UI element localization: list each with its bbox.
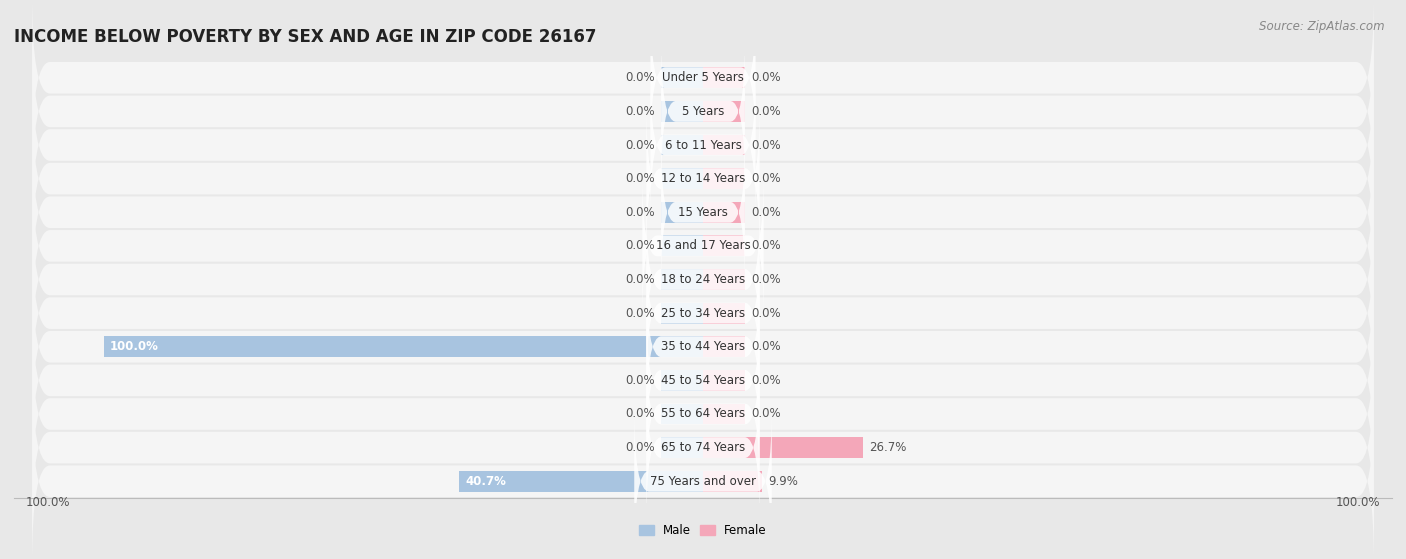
Text: 45 to 54 Years: 45 to 54 Years [661,374,745,387]
FancyBboxPatch shape [647,206,759,353]
Text: 26.7%: 26.7% [869,441,907,454]
Text: 100.0%: 100.0% [110,340,159,353]
FancyBboxPatch shape [32,195,1374,364]
Text: INCOME BELOW POVERTY BY SEX AND AGE IN ZIP CODE 26167: INCOME BELOW POVERTY BY SEX AND AGE IN Z… [14,28,596,46]
Bar [661,404,703,424]
FancyBboxPatch shape [32,26,1374,196]
FancyBboxPatch shape [651,4,755,151]
FancyBboxPatch shape [32,161,1374,331]
FancyBboxPatch shape [32,0,1374,163]
Bar [703,370,745,391]
Bar [661,168,703,189]
Text: 0.0%: 0.0% [751,172,780,185]
Text: 18 to 24 Years: 18 to 24 Years [661,273,745,286]
Bar [661,437,703,458]
Text: 15 Years: 15 Years [678,206,728,219]
Text: 0.0%: 0.0% [626,374,655,387]
FancyBboxPatch shape [647,239,759,387]
Bar [661,269,703,290]
FancyBboxPatch shape [661,38,745,185]
Text: 0.0%: 0.0% [626,408,655,420]
Bar [703,337,745,357]
Text: 0.0%: 0.0% [626,139,655,151]
Text: 0.0%: 0.0% [751,307,780,320]
Bar [703,269,745,290]
FancyBboxPatch shape [32,363,1374,533]
Text: 16 and 17 Years: 16 and 17 Years [655,239,751,252]
FancyBboxPatch shape [32,127,1374,297]
Bar [661,202,703,222]
Text: 0.0%: 0.0% [751,139,780,151]
FancyBboxPatch shape [32,228,1374,398]
Text: 25 to 34 Years: 25 to 34 Years [661,307,745,320]
FancyBboxPatch shape [647,273,759,420]
Text: 0.0%: 0.0% [751,340,780,353]
Bar [703,202,745,222]
Text: 65 to 74 Years: 65 to 74 Years [661,441,745,454]
FancyBboxPatch shape [634,408,772,555]
Text: 35 to 44 Years: 35 to 44 Years [661,340,745,353]
Text: 0.0%: 0.0% [751,239,780,252]
Bar [104,337,703,357]
Text: Source: ZipAtlas.com: Source: ZipAtlas.com [1260,20,1385,32]
Text: 0.0%: 0.0% [751,273,780,286]
Text: 75 Years and over: 75 Years and over [650,475,756,488]
Text: 0.0%: 0.0% [626,273,655,286]
FancyBboxPatch shape [651,72,755,219]
FancyBboxPatch shape [32,60,1374,230]
FancyBboxPatch shape [643,172,763,320]
FancyBboxPatch shape [32,93,1374,264]
Bar [661,101,703,122]
FancyBboxPatch shape [32,329,1374,499]
Text: 0.0%: 0.0% [751,71,780,84]
Text: 12 to 14 Years: 12 to 14 Years [661,172,745,185]
FancyBboxPatch shape [647,340,759,487]
Bar [703,471,762,492]
Text: 0.0%: 0.0% [626,307,655,320]
FancyBboxPatch shape [661,139,745,286]
Bar [703,168,745,189]
Text: 100.0%: 100.0% [27,496,70,509]
Bar [703,101,745,122]
Bar [661,370,703,391]
Bar [703,437,863,458]
Text: 0.0%: 0.0% [751,408,780,420]
Text: 9.9%: 9.9% [768,475,799,488]
Text: 0.0%: 0.0% [751,206,780,219]
Text: 55 to 64 Years: 55 to 64 Years [661,408,745,420]
FancyBboxPatch shape [647,307,759,454]
FancyBboxPatch shape [647,105,759,252]
Bar [703,235,745,256]
Text: 0.0%: 0.0% [626,441,655,454]
Bar [661,303,703,324]
Text: 40.7%: 40.7% [465,475,506,488]
Bar [703,404,745,424]
Bar [460,471,703,492]
Bar [703,67,745,88]
Bar [703,135,745,155]
Bar [661,67,703,88]
FancyBboxPatch shape [32,295,1374,466]
Text: 0.0%: 0.0% [626,105,655,118]
Legend: Male, Female: Male, Female [640,524,766,537]
Text: 0.0%: 0.0% [626,71,655,84]
Text: Under 5 Years: Under 5 Years [662,71,744,84]
Bar [661,235,703,256]
Text: 0.0%: 0.0% [751,374,780,387]
FancyBboxPatch shape [647,374,759,521]
Text: 0.0%: 0.0% [626,239,655,252]
Text: 0.0%: 0.0% [751,105,780,118]
Text: 0.0%: 0.0% [626,172,655,185]
Bar [703,303,745,324]
Text: 100.0%: 100.0% [1336,496,1379,509]
Bar [661,135,703,155]
Text: 0.0%: 0.0% [626,206,655,219]
Text: 5 Years: 5 Years [682,105,724,118]
FancyBboxPatch shape [32,262,1374,432]
FancyBboxPatch shape [32,396,1374,559]
Text: 6 to 11 Years: 6 to 11 Years [665,139,741,151]
